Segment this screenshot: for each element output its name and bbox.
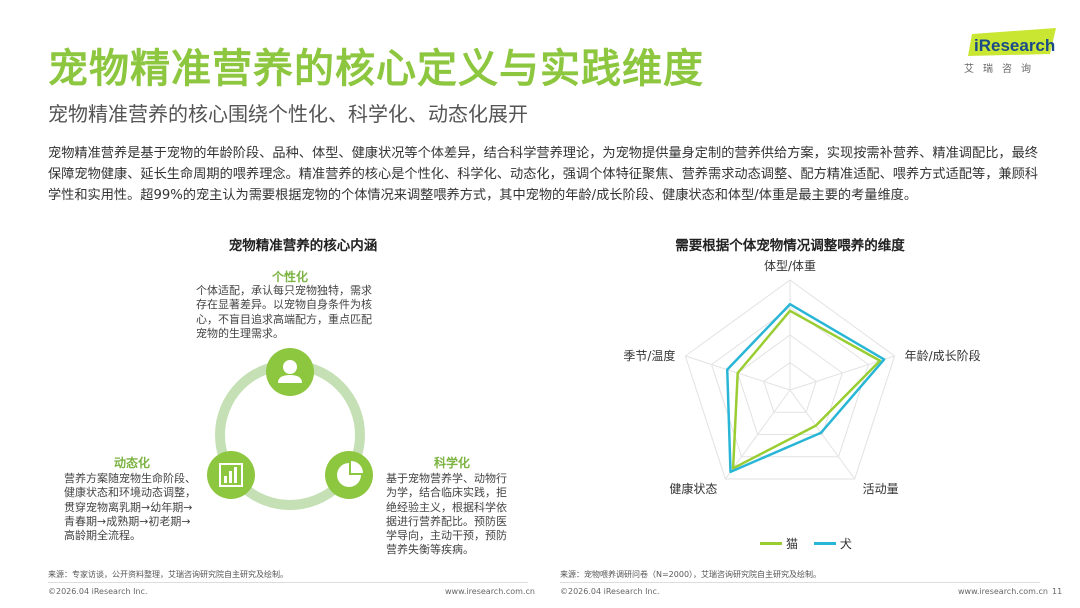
chart-legend: 猫 犬 — [760, 534, 864, 552]
person-icon — [266, 348, 314, 396]
item-title-personalized: 个性化 — [272, 270, 309, 284]
right-source-note: 来源：宠物喂养调研问卷（N=2000），艾瑞咨询研究院自主研究及绘制。 — [560, 570, 822, 579]
logo-brand-text: iResearch — [974, 36, 1055, 55]
right-footer-divider — [560, 582, 1040, 583]
left-copyright: ©2026.04 iResearch Inc. — [48, 587, 148, 596]
iresearch-logo: iResearch — [968, 28, 1056, 56]
page-title: 宠物精准营养的核心定义与实践维度 — [48, 46, 704, 92]
radar-series-dog — [725, 302, 886, 474]
left-panel-title: 宠物精准营养的核心内涵 — [228, 238, 378, 254]
right-copyright: ©2026.04 iResearch Inc. — [560, 587, 660, 596]
radar-grid-ring — [710, 306, 870, 458]
radar-axis-spoke — [789, 389, 856, 480]
legend-swatch-dog — [813, 542, 836, 545]
item-desc-personalized: 个体适配，承认每只宠物独特，需求存在显著差异。以宠物自身条件为核心，不盲目追求高… — [196, 284, 372, 340]
item-title-scientific: 科学化 — [434, 456, 471, 470]
radar-grid-ring — [737, 334, 843, 435]
legend-label-cat: 猫 — [786, 537, 799, 551]
bar-chart-icon — [207, 451, 255, 499]
radar-axis-label: 体型/体重 — [764, 259, 816, 273]
radar-axis-label: 季节/温度 — [623, 348, 675, 363]
item-desc-scientific: 基于宠物营养学、动物行为学，结合临床实践，拒绝经验主义，根据科学依据进行营养配比… — [386, 472, 507, 557]
left-footer-divider — [48, 582, 528, 583]
legend-label-dog: 犬 — [839, 537, 852, 551]
radar-axis-label: 健康状态 — [669, 481, 717, 496]
right-website: www.iresearch.com.cn — [958, 587, 1048, 596]
item-desc-dynamic: 营养方案随宠物生命阶段、健康状态和环境动态调整，贯穿宠物离乳期→幼年期→青春期→… — [64, 472, 196, 543]
radar-grid-ring — [763, 361, 817, 413]
logo-cn-text: 艾瑞咨询 — [964, 64, 1040, 75]
left-source-note: 来源：专家访谈，公开资料整理，艾瑞咨询研究院自主研究及绘制。 — [48, 570, 288, 579]
radar-axis-label: 年龄/成长阶段 — [905, 348, 981, 363]
radar-axis-spoke — [724, 389, 791, 480]
legend-item-dog: 犬 — [813, 535, 852, 552]
radar-series-cat — [731, 309, 882, 470]
legend-item-cat: 猫 — [760, 535, 798, 552]
page-subtitle: 宠物精准营养的核心围绕个性化、科学化、动态化展开 — [48, 102, 528, 126]
radar-axis-spoke — [789, 355, 895, 391]
item-title-dynamic: 动态化 — [114, 456, 151, 470]
pie-chart-icon — [325, 451, 373, 499]
radar-grid-ring — [684, 279, 896, 480]
radar-axis-label: 活动量 — [863, 482, 899, 496]
page-number: 11 — [1052, 587, 1063, 596]
chart-title: 需要根据个体宠物情况调整喂养的维度 — [675, 238, 905, 254]
left-website: www.iresearch.com.cn — [445, 587, 535, 596]
legend-swatch-cat — [760, 542, 782, 545]
intro-paragraph: 宠物精准营养是基于宠物的年龄阶段、品种、体型、健康状况等个体差异，结合科学营养理… — [48, 146, 1038, 203]
